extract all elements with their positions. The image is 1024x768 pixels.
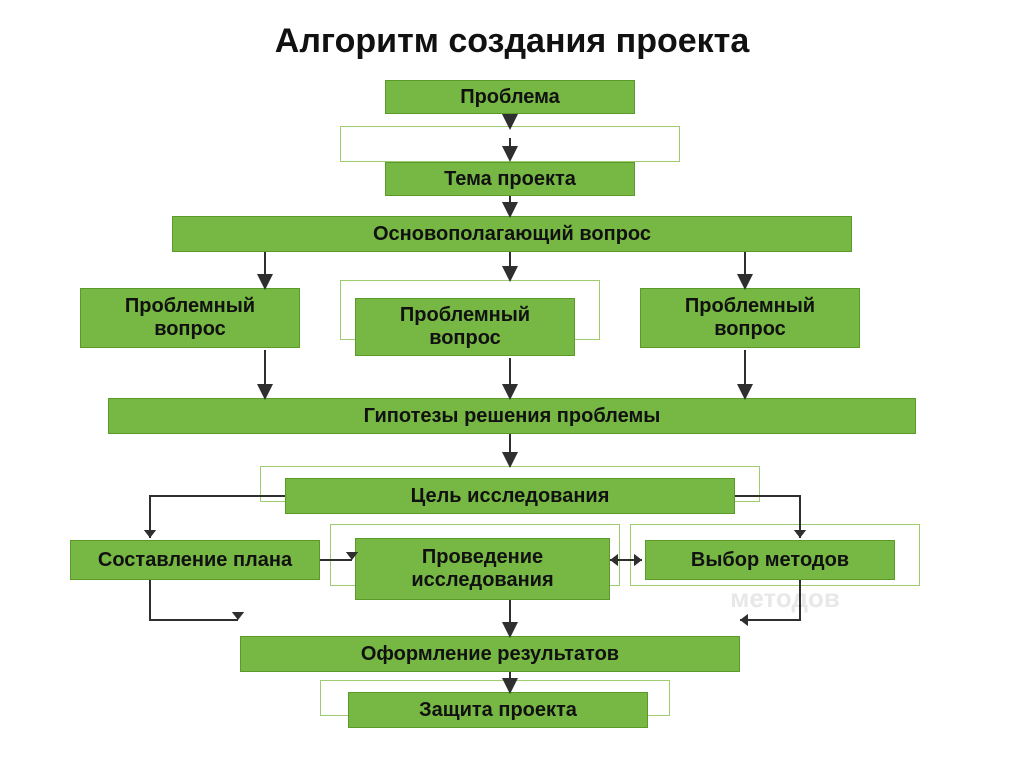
faded-label: методов [645, 583, 925, 614]
flow-box-hypoth: Гипотезы решения проблемы [108, 398, 916, 434]
flow-box-conduct: Проведение исследования [355, 538, 610, 600]
flow-box-results: Оформление результатов [240, 636, 740, 672]
flow-box-basic_q: Основополагающий вопрос [172, 216, 852, 252]
flow-box-pq_mid: Проблемный вопрос [355, 298, 575, 356]
flow-box-defense: Защита проекта [348, 692, 648, 728]
flow-box-pq_left: Проблемный вопрос [80, 288, 300, 348]
flow-box-topic: Тема проекта [385, 162, 635, 196]
flow-box-pq_right: Проблемный вопрос [640, 288, 860, 348]
flow-box-goal: Цель исследования [285, 478, 735, 514]
flow-box-plan: Составление плана [70, 540, 320, 580]
page-title: Алгоритм создания проекта [0, 22, 1024, 61]
ghost-box [340, 126, 680, 162]
flow-box-problem: Проблема [385, 80, 635, 114]
flow-box-methods: Выбор методов [645, 540, 895, 580]
